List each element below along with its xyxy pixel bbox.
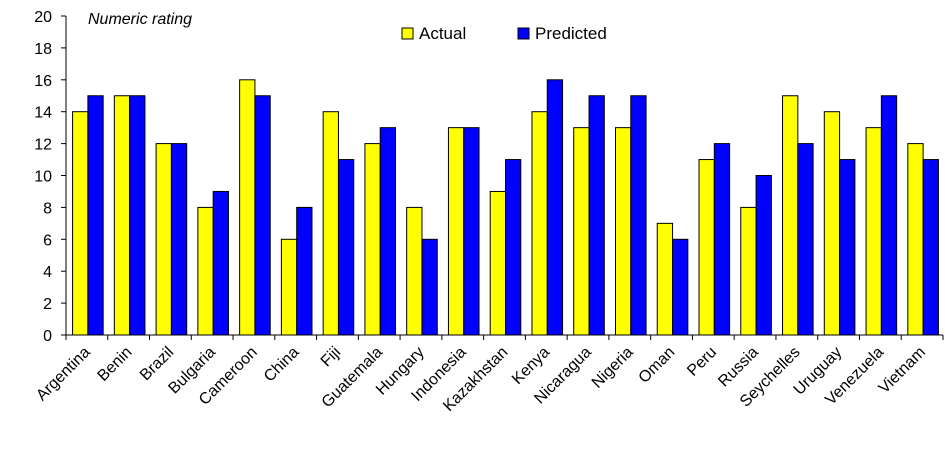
bar-actual-bulgaria [197,206,214,336]
bar-predicted-argentina [87,95,104,336]
bar-predicted-fiji [337,159,355,336]
x-tick-label: Fiji [318,344,344,370]
bar-predicted-peru [713,143,731,336]
bar-predicted-guatemala [379,127,397,336]
bar-predicted-kazakhstan [505,159,522,336]
y-tick-label: 10 [34,169,52,186]
bar-actual-kazakhstan [489,190,507,336]
bar-predicted-cameroon [254,95,271,336]
bar-predicted-kenya [546,79,564,336]
bar-predicted-seychelles [797,143,814,336]
bar-actual-benin [113,95,131,336]
y-tick-label: 16 [34,73,52,90]
bar-predicted-china [296,206,313,336]
bar-predicted-indonesia [463,127,480,336]
x-tick-label: Benin [95,344,136,385]
x-tick-label: Brazil [137,344,177,384]
y-tick-label: 14 [34,105,52,122]
x-tick-label: Nigeria [589,344,637,392]
legend-swatch-actual [401,27,414,40]
y-tick-label: 0 [43,328,52,345]
bar-predicted-benin [129,95,146,336]
bar-actual-venezuela [865,127,882,336]
bar-actual-fiji [322,111,339,336]
bar-predicted-bulgaria [212,190,229,336]
bar-actual-seychelles [782,95,799,336]
bar-predicted-brazil [170,143,188,336]
y-tick-label: 20 [34,9,52,26]
x-tick-label: Argentina [33,344,94,405]
bar-predicted-nigeria [630,95,647,336]
bar-actual-argentina [72,111,89,336]
bar-actual-russia [740,206,757,336]
bar-actual-hungary [406,206,423,336]
bar-actual-guatemala [364,143,381,336]
bars [72,79,939,336]
bar-actual-nigeria [614,127,632,336]
legend: Actual Predicted [401,24,607,43]
x-tick-label: China [261,344,303,386]
bar-actual-nicaragua [573,127,590,336]
bar-actual-kenya [531,111,548,336]
x-tick-label: Oman [636,344,679,387]
legend-label-actual: Actual [419,24,466,43]
bar-predicted-oman [672,238,689,336]
legend-swatch-predicted [517,27,530,40]
x-tick-label: Vietnam [876,344,929,397]
bar-actual-brazil [155,143,172,336]
legend-label-predicted: Predicted [535,24,607,43]
y-tick-label: 12 [34,137,52,154]
y-tick-label: 8 [43,200,52,217]
y-axis-title: Numeric rating [88,11,192,28]
bar-predicted-nicaragua [588,95,605,336]
y-tick-label: 6 [43,232,52,249]
bar-actual-uruguay [823,111,841,336]
y-tick-label: 2 [43,296,52,313]
bar-actual-vietnam [907,143,924,336]
y-tick-label: 18 [34,41,52,58]
bar-predicted-russia [755,175,772,336]
bar-predicted-uruguay [839,159,856,336]
bar-actual-cameroon [239,79,256,336]
bar-predicted-vietnam [922,159,939,336]
y-axis: 0 2 4 6 8 10 12 14 16 18 20 [34,9,67,345]
bar-actual-indonesia [447,127,465,336]
bar-actual-peru [698,159,715,336]
bar-predicted-hungary [421,238,438,336]
y-tick-label: 4 [43,264,52,281]
bar-actual-oman [656,222,674,336]
bar-predicted-venezuela [880,95,898,336]
x-tick-label: Peru [684,344,720,380]
bar-actual-china [280,238,298,336]
